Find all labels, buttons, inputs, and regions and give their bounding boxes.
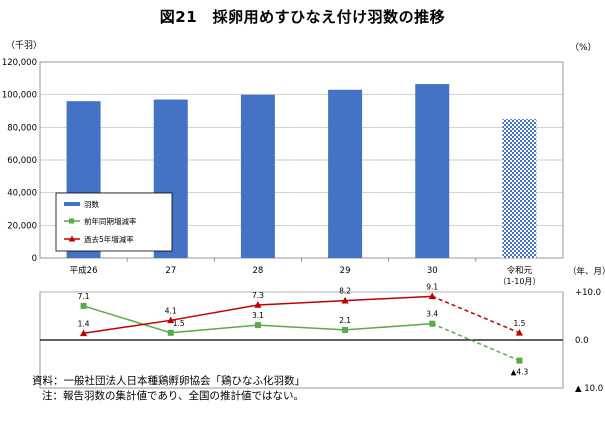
data-point xyxy=(79,329,88,337)
y-tick-label: 60,000 xyxy=(7,156,37,166)
data-label: 1.5 xyxy=(173,319,185,328)
line-panel: +10.0 0.0 ▲ 10.0 7.1 1.5 3.1 2.1 3.4 ▲4.3 1.4 4.1 7… xyxy=(39,282,603,394)
x-tick-sublabel: （1-10月） xyxy=(498,277,540,286)
data-label: 7.3 xyxy=(252,291,264,300)
legend-marker xyxy=(68,235,76,242)
data-point xyxy=(341,296,349,304)
data-point xyxy=(515,329,524,336)
data-label: 7.1 xyxy=(78,292,90,301)
legend-label: 前年同期増減率 xyxy=(84,216,137,226)
bar xyxy=(502,119,537,259)
data-label: 3.4 xyxy=(426,310,438,319)
series-line-segment xyxy=(345,322,433,331)
series-line-segment xyxy=(83,319,171,335)
data-label: 1.4 xyxy=(78,319,90,328)
source-note: 資料：一般社団法人日本種鶏孵卵協会「鶏ひなふ化羽数」 xyxy=(32,375,305,387)
data-label: 8.2 xyxy=(339,287,351,296)
data-point xyxy=(428,292,436,300)
x-tick-label: 29 xyxy=(340,266,351,276)
x-axis-unit: （年、月） xyxy=(568,266,605,277)
chart-title: 図21 採卵用めすひなえ付け羽数の推移 xyxy=(159,8,446,26)
data-point xyxy=(167,329,174,336)
bar-panel: 0 20,000 40,000 60,000 80,000 100,000 120,000 平… xyxy=(2,58,605,286)
x-tick-label: 30 xyxy=(427,266,438,276)
data-point xyxy=(516,357,523,364)
series-line-segment xyxy=(83,305,171,334)
data-point xyxy=(80,302,87,309)
data-label: 3.1 xyxy=(252,311,264,320)
data-point xyxy=(254,301,262,308)
notes: 資料：一般社団法人日本種鶏孵卵協会「鶏ひなふ化羽数」 注：報告羽数の集計値であり… xyxy=(32,374,305,404)
data-label: 4.1 xyxy=(165,306,177,315)
left-axis-unit: （千羽） xyxy=(6,41,43,51)
bar xyxy=(240,94,275,259)
right-tick-label: ▲ 10.0 xyxy=(575,384,603,394)
x-tick-label: 27 xyxy=(165,266,176,276)
series-line-segment xyxy=(257,324,346,331)
y-tick-label: 40,000 xyxy=(7,189,37,199)
bar xyxy=(415,84,450,258)
data-point xyxy=(429,320,436,327)
data-point xyxy=(254,322,261,329)
series-line-segment xyxy=(170,324,258,334)
legend-label: 羽数 xyxy=(84,199,99,209)
series-line-segment xyxy=(345,295,433,302)
bar xyxy=(328,89,363,259)
legend-marker xyxy=(69,218,74,224)
series-line-segment xyxy=(431,322,520,362)
right-tick-label: 0.0 xyxy=(575,336,589,346)
data-label: 1.5 xyxy=(513,319,525,328)
footnote: 注：報告羽数の集計値であり、全国の推計値ではない。 xyxy=(42,390,304,402)
y-tick-label: 20,000 xyxy=(7,221,37,231)
y-tick-label: 0 xyxy=(32,254,37,264)
y-tick-label: 80,000 xyxy=(7,123,37,133)
data-point xyxy=(342,326,349,333)
y-tick-label: 120,000 xyxy=(2,58,37,68)
series-line-segment xyxy=(431,295,520,334)
y-tick-label: 100,000 xyxy=(2,91,37,101)
data-label: ▲4.3 xyxy=(511,368,529,377)
data-point xyxy=(167,316,175,324)
data-label: 9.1 xyxy=(426,282,438,291)
right-axis-unit: （%） xyxy=(570,43,597,53)
series-line-segment xyxy=(170,304,259,322)
x-tick-label: 令和元 xyxy=(507,265,533,276)
x-tick-label: 平成26 xyxy=(70,265,98,276)
data-label: 2.1 xyxy=(339,316,351,325)
series-line-segment xyxy=(257,299,346,306)
legend-label: 過去5年増減率 xyxy=(84,234,134,244)
x-tick-label: 28 xyxy=(253,266,264,276)
right-tick-label: +10.0 xyxy=(575,288,601,298)
